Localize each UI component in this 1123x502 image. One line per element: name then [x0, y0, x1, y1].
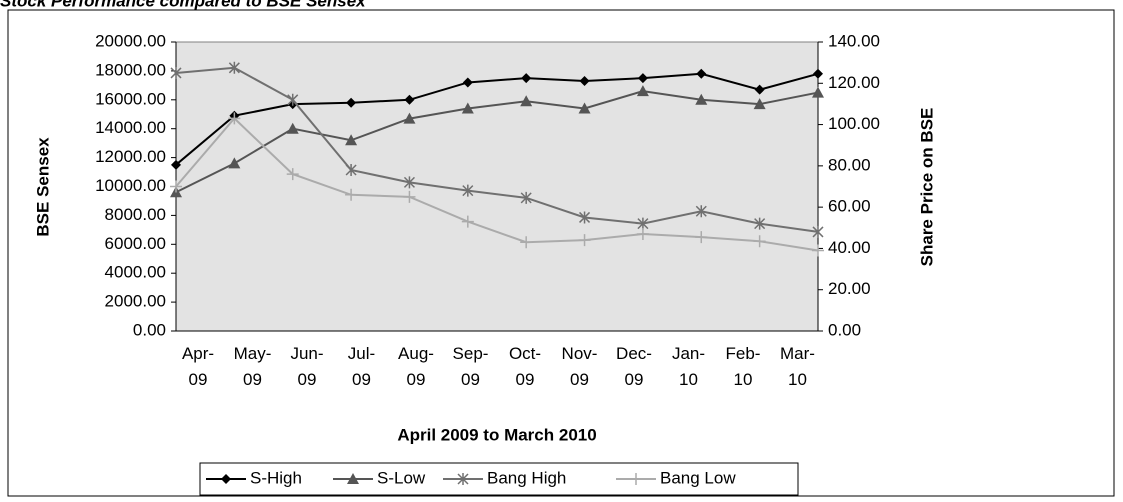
series-line	[175, 66, 819, 233]
chart-title: Stock Performance compared to BSE Sensex	[0, 0, 367, 10]
plot-area	[175, 41, 819, 332]
marker	[345, 134, 358, 146]
marker	[346, 97, 357, 108]
marker	[170, 180, 182, 193]
marker	[812, 244, 824, 257]
x-tick-label: Dec-09	[616, 344, 652, 389]
marker	[636, 227, 649, 240]
y2-tick-label: 80.00	[828, 155, 871, 174]
marker	[813, 68, 823, 79]
marker	[695, 231, 708, 244]
y-tick-label: 6000.00	[105, 234, 166, 253]
marker	[462, 77, 473, 88]
y2-tick-label: 40.00	[828, 238, 871, 257]
marker	[695, 93, 708, 105]
legend-label: Bang Low	[660, 468, 736, 487]
marker	[812, 225, 824, 238]
y2-tick-label: 0.00	[828, 320, 861, 339]
legend-label: S-Low	[377, 468, 426, 487]
x-tick-label: Jan-10	[672, 344, 705, 389]
marker	[462, 184, 474, 197]
marker	[637, 73, 648, 84]
y2-tick-label: 100.00	[828, 114, 880, 133]
x-tick-label: Sep-09	[453, 344, 489, 389]
marker	[695, 205, 707, 218]
marker	[403, 176, 415, 189]
marker	[347, 473, 359, 484]
x-tick-label: Mar-10	[780, 344, 815, 389]
marker	[520, 191, 532, 204]
legend-label: S-High	[250, 468, 302, 487]
x-tick-label: Jun-09	[290, 344, 323, 389]
marker	[404, 94, 415, 105]
marker	[578, 234, 591, 247]
x-axis-title: April 2009 to March 2010	[397, 425, 596, 444]
y2-axis-title: Share Price on BSE	[917, 108, 936, 267]
x-tick-label: Jul-09	[348, 344, 375, 389]
marker	[461, 215, 474, 228]
marker	[637, 217, 649, 230]
marker	[403, 112, 416, 124]
y-tick-label: 20000.00	[95, 31, 166, 50]
series-line	[175, 72, 819, 166]
marker	[636, 85, 649, 97]
y-axis-title: BSE Sensex	[33, 137, 52, 237]
marker	[630, 473, 642, 485]
marker	[228, 157, 241, 169]
y-tick-label: 4000.00	[105, 263, 166, 282]
marker	[287, 93, 299, 106]
marker	[286, 168, 299, 181]
x-tick-label: Apr-09	[182, 344, 214, 389]
y2-tick-label: 140.00	[828, 31, 880, 50]
marker	[171, 159, 181, 170]
marker	[221, 474, 231, 484]
series-line	[175, 90, 819, 194]
y-tick-label: 2000.00	[105, 292, 166, 311]
legend	[199, 462, 799, 496]
marker	[345, 163, 357, 176]
y-tick-label: 18000.00	[95, 60, 166, 79]
marker	[170, 66, 182, 79]
x-tick-label: Nov-09	[562, 344, 598, 389]
marker	[461, 102, 474, 114]
y-tick-label: 14000.00	[95, 118, 166, 137]
y2-tick-label: 60.00	[828, 197, 871, 216]
marker	[457, 473, 469, 485]
marker	[403, 190, 416, 203]
x-tick-label: Feb-10	[726, 344, 761, 389]
y-tick-label: 0.00	[133, 320, 166, 339]
marker	[345, 188, 358, 201]
y2-tick-label: 20.00	[828, 279, 871, 298]
marker	[579, 211, 591, 224]
marker	[521, 73, 532, 84]
series-line	[175, 116, 819, 252]
legend-label: Bang High	[487, 468, 566, 487]
marker	[228, 61, 240, 74]
marker	[696, 68, 707, 79]
x-tick-label: Oct-09	[509, 344, 541, 389]
marker	[754, 84, 765, 95]
marker	[754, 217, 766, 230]
marker	[520, 95, 533, 107]
y-tick-label: 8000.00	[105, 205, 166, 224]
marker	[579, 76, 590, 87]
marker	[812, 86, 824, 98]
marker	[753, 235, 766, 248]
marker	[286, 122, 299, 134]
marker	[228, 112, 241, 125]
y-tick-label: 10000.00	[95, 176, 166, 195]
x-tick-label: Aug-09	[398, 344, 434, 389]
y-tick-label: 16000.00	[95, 89, 166, 108]
y-tick-label: 12000.00	[95, 147, 166, 166]
marker	[520, 236, 533, 249]
marker	[578, 102, 591, 114]
x-tick-label: May-09	[234, 344, 272, 389]
marker	[753, 98, 766, 110]
y2-tick-label: 120.00	[828, 73, 880, 92]
